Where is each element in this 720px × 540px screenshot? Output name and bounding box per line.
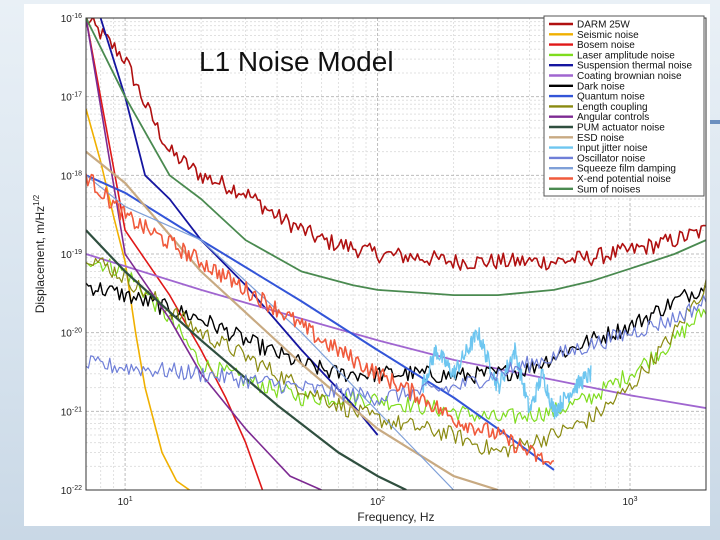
y-axis-label-main: Displacement, m/Hz	[33, 206, 47, 313]
legend-entry: Squeeze film damping	[577, 164, 676, 175]
legend-entry: X-end potential noise	[577, 174, 671, 185]
legend-entry: Laser amplitude noise	[577, 50, 675, 61]
legend-entry: Bosem noise	[577, 40, 635, 51]
series-line	[86, 150, 499, 490]
series-line	[86, 174, 555, 471]
y-axis-label: Displacement, m/Hz1/2	[32, 194, 47, 313]
legend-entry: Angular controls	[577, 112, 649, 123]
plot-frame	[85, 17, 707, 491]
x-tick-labels: 101 102 103	[118, 496, 638, 508]
slide-title: L1 Noise Model	[199, 46, 394, 77]
series-line	[86, 295, 706, 407]
series-line	[86, 18, 264, 490]
chart-panel: 101 102 103 10-16 10-17 10-18 10-19 10-20 10-21…	[24, 4, 710, 526]
legend-entry: Coating brownian noise	[577, 71, 682, 82]
noise-model-chart: 101 102 103 10-16 10-17 10-18 10-19 10-20 10-21…	[32, 13, 707, 524]
series-line	[86, 18, 322, 490]
y-tick-label: 10-20	[61, 328, 82, 340]
legend-entry: Sum of noises	[577, 184, 640, 195]
legend-entry: Input jitter noise	[577, 143, 648, 154]
y-tick-label: 10-21	[61, 406, 82, 418]
series-line	[86, 258, 706, 424]
series-line	[86, 18, 706, 296]
y-tick-labels: 10-16 10-17 10-18 10-19 10-20 10-21 10-22	[61, 13, 82, 497]
series-lines	[86, 18, 706, 490]
legend-entry: Seismic noise	[577, 30, 639, 41]
x-tick-label: 101	[118, 496, 133, 508]
slide-accent-bar	[709, 120, 720, 124]
y-tick-label: 10-22	[61, 485, 82, 497]
legend-entry: DARM 25W	[577, 20, 630, 31]
x-tick-label: 102	[370, 496, 385, 508]
x-tick-label: 103	[622, 496, 637, 508]
series-line	[421, 327, 592, 420]
y-tick-label: 10-16	[61, 13, 82, 25]
y-tick-label: 10-18	[61, 170, 82, 182]
series-line	[86, 174, 455, 490]
x-axis-label: Frequency, Hz	[357, 510, 434, 524]
series-line	[86, 108, 190, 490]
y-tick-label: 10-19	[61, 249, 82, 261]
series-line	[86, 281, 706, 384]
legend-entry: Oscillator noise	[577, 153, 646, 164]
y-tick-label: 10-17	[61, 92, 82, 104]
series-line	[86, 257, 706, 458]
series-line	[86, 229, 407, 490]
legend-entry: ESD noise	[577, 133, 625, 144]
legend-entry: Length coupling	[577, 102, 648, 113]
legend-entry: Quantum noise	[577, 92, 645, 103]
legend-entry: PUM actuator noise	[577, 123, 665, 134]
y-axis-label-sup: 1/2	[32, 194, 41, 206]
series-line	[86, 173, 555, 465]
legend-entry: Suspension thermal noise	[577, 61, 693, 72]
series-line	[86, 18, 706, 271]
legend-entry: Dark noise	[577, 81, 625, 92]
